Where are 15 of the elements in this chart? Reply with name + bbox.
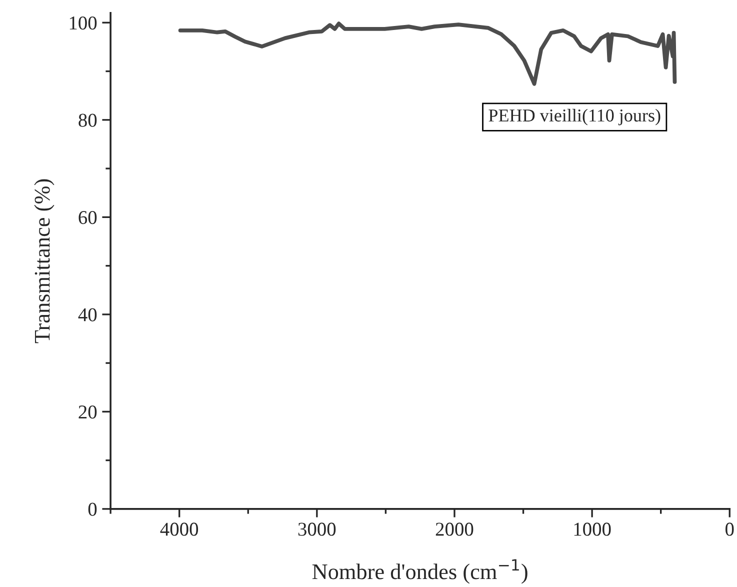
y-tick-label: 60 (78, 210, 97, 224)
line-series (178, 22, 677, 86)
y-tick-label: 0 (88, 502, 97, 516)
y-axis-title: Transmittance (%) (34, 179, 54, 344)
x-tick-label: 4000 (160, 522, 198, 536)
y-tick-label: 40 (78, 308, 97, 322)
y-tick-label: 80 (78, 114, 97, 127)
y-tick-label: 100 (70, 16, 97, 30)
x-tick-label: 3000 (298, 522, 336, 536)
x-axis-title: Nombre d'ondes (cm$^{−1}$) (312, 559, 528, 584)
x-tick-label: 2000 (436, 522, 474, 536)
x-tick-label: 1000 (574, 522, 611, 536)
x-tick-label: 0 (726, 522, 734, 536)
annotation: PEHD vieilli(110 jours) (488, 108, 660, 126)
y-tick-label: 20 (78, 405, 97, 419)
